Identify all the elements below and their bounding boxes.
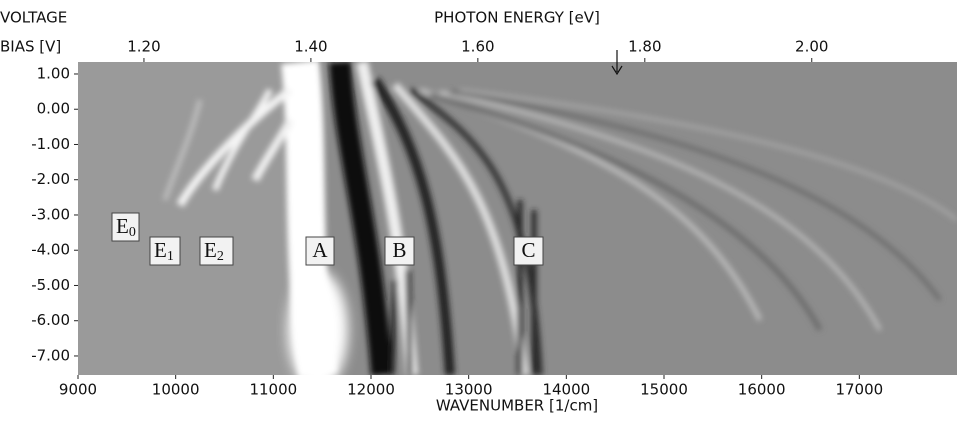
y-tick-label: -5.00 bbox=[31, 276, 70, 294]
y-tick-label: 1.00 bbox=[37, 64, 70, 82]
x2-tick-label: 1.40 bbox=[294, 38, 327, 56]
arrow-marker bbox=[611, 50, 623, 76]
annotation-box bbox=[513, 236, 544, 266]
x2-tick-label: 2.00 bbox=[795, 38, 828, 56]
annotation-label: E1 bbox=[154, 238, 174, 264]
annotation-label: E2 bbox=[204, 238, 224, 264]
e2-line bbox=[251, 118, 294, 182]
annotation-text: E bbox=[154, 238, 167, 262]
annotation-text: E bbox=[204, 238, 217, 262]
x-tick-label: 13000 bbox=[445, 381, 493, 399]
y-tick-label: -2.00 bbox=[31, 170, 70, 188]
y-axis-title: BIAS [V] bbox=[0, 38, 61, 56]
annotation: E2 bbox=[199, 236, 234, 266]
spectrum-image bbox=[78, 62, 957, 375]
x-tick-label: 12000 bbox=[347, 381, 395, 399]
x-tick-label: 11000 bbox=[249, 381, 297, 399]
x-tick-label: 15000 bbox=[640, 381, 688, 399]
band-dark bbox=[370, 77, 455, 375]
x2-tick-label: 1.60 bbox=[461, 38, 494, 56]
fan-line bbox=[439, 90, 882, 331]
annotation-text: C bbox=[521, 238, 535, 262]
y-tick-label: -1.00 bbox=[31, 135, 70, 153]
x-tick-label: 10000 bbox=[152, 381, 200, 399]
annotation: A bbox=[305, 236, 335, 266]
annotation-box bbox=[149, 236, 181, 266]
x2-axis-title: PHOTON ENERGY [eV] bbox=[434, 9, 600, 27]
e0-line bbox=[162, 99, 203, 201]
x-tick-label: 16000 bbox=[738, 381, 786, 399]
annotation-label: E0 bbox=[116, 214, 136, 240]
e2-line bbox=[212, 88, 273, 192]
bright-spot bbox=[288, 270, 348, 375]
annotation-box bbox=[305, 236, 335, 266]
x-axis-title: WAVENUMBER [1/cm] bbox=[436, 397, 598, 415]
y-tick-label: -7.00 bbox=[31, 346, 70, 364]
annotation-subscript: 2 bbox=[217, 249, 224, 264]
annotation-box bbox=[111, 212, 140, 242]
annotation: B bbox=[384, 236, 415, 266]
annotation-text: B bbox=[392, 238, 406, 262]
band-b bbox=[389, 269, 413, 375]
image-features bbox=[162, 62, 957, 375]
annotation-text: E bbox=[116, 214, 129, 238]
annotation: E0 bbox=[111, 212, 140, 242]
fan-line bbox=[429, 92, 823, 332]
annotation-label: A bbox=[312, 238, 328, 262]
annotation-box bbox=[199, 236, 234, 266]
x2-tick-label: 1.20 bbox=[127, 38, 160, 56]
annotation-text: A bbox=[312, 238, 328, 262]
fan-line bbox=[449, 90, 942, 302]
y-tick-label: -6.00 bbox=[31, 311, 70, 329]
e1-line bbox=[176, 86, 293, 207]
annotation: C bbox=[513, 236, 544, 266]
y-tick-label: -4.00 bbox=[31, 241, 70, 259]
x2-tick-label: 1.80 bbox=[628, 38, 661, 56]
annotation-label: B bbox=[392, 238, 406, 262]
annotation-subscript: 0 bbox=[129, 225, 136, 240]
y-axis-title: VOLTAGE bbox=[0, 9, 67, 27]
x-tick-label: 9000 bbox=[59, 381, 97, 399]
annotation: E1 bbox=[149, 236, 181, 266]
y-tick-label: 0.00 bbox=[37, 100, 70, 118]
x-tick-label: 14000 bbox=[542, 381, 590, 399]
x-tick-label: 17000 bbox=[835, 381, 883, 399]
band-bright bbox=[391, 82, 529, 375]
band-dark bbox=[329, 62, 393, 375]
annotation-box bbox=[384, 236, 415, 266]
y-tick-label: -3.00 bbox=[31, 205, 70, 223]
annotation-subscript: 1 bbox=[167, 249, 174, 264]
fan-line bbox=[459, 88, 957, 222]
annotation-label: C bbox=[521, 238, 535, 262]
